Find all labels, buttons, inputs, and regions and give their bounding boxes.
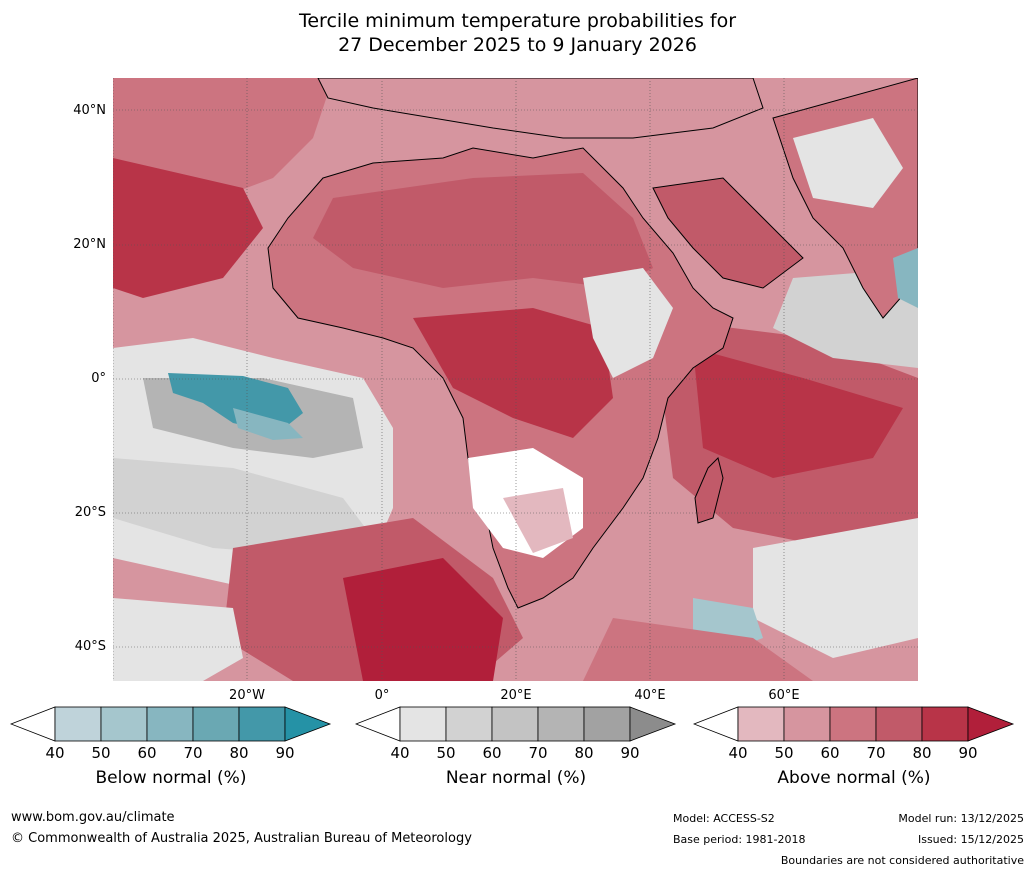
central-africa-core <box>413 308 613 438</box>
lat-label-40n: 40°N <box>73 103 106 118</box>
colorbar-below-normal-bin-4 <box>192 706 240 742</box>
lat-label-20n: 20°N <box>73 237 106 252</box>
footer-copyright: © Commonwealth of Australia 2025, Austra… <box>11 831 472 846</box>
colorbar-label-above-normal: Above normal (%) <box>777 768 931 788</box>
south-atlantic-core <box>343 558 503 681</box>
footer-disclaimer: Boundaries are not considered authoritat… <box>780 854 1024 867</box>
colorbar-above-normal-low-extend <box>693 706 739 742</box>
colorbar-below-normal-high-extend <box>284 706 332 742</box>
lon-label-20e: 20°E <box>500 688 532 703</box>
arabia-land <box>652 177 804 289</box>
colorbar-near-normal-tick-90: 90 <box>620 744 640 762</box>
colorbar-below-normal-bin-2 <box>100 706 148 742</box>
central-asia-near-normal <box>793 118 903 208</box>
footer-website: www.bom.gov.au/climate <box>11 810 175 825</box>
colorbar-below-normal-bin-1 <box>54 706 102 742</box>
footer-base-period: Base period: 1981-2018 <box>673 833 806 846</box>
tercile-probability-map <box>113 78 918 681</box>
footer-issued: Issued: 15/12/2025 <box>917 833 1024 846</box>
southern-indian-warm <box>583 618 813 681</box>
colorbar-above-normal-high-extend <box>967 706 1015 742</box>
colorbar-above-normal-tick-90: 90 <box>958 744 978 762</box>
colorbar-near-normal-high-extend <box>629 706 677 742</box>
lon-label-20w: 20°W <box>229 688 265 703</box>
colorbar-below-normal-bin-3 <box>146 706 194 742</box>
lat-label-0: 0° <box>91 371 106 386</box>
colorbar-below-normal-tick-60: 60 <box>137 744 157 762</box>
colorbar-near-normal-bin-3 <box>491 706 539 742</box>
colorbar-near-normal <box>355 706 677 742</box>
southern-africa-light <box>503 488 573 553</box>
colorbar-near-normal-tick-80: 80 <box>574 744 594 762</box>
map-title-line-1: Tercile minimum temperature probabilitie… <box>298 10 737 32</box>
colorbar-above-normal-tick-40: 40 <box>728 744 748 762</box>
colorbar-label-near-normal: Near normal (%) <box>445 768 587 788</box>
colorbar-above-normal-tick-70: 70 <box>866 744 886 762</box>
colorbar-near-normal-tick-60: 60 <box>482 744 502 762</box>
graticule <box>113 78 918 681</box>
colorbar-below-normal-tick-40: 40 <box>45 744 65 762</box>
lon-label-0: 0° <box>374 688 390 703</box>
colorbar-near-normal-bin-4 <box>537 706 585 742</box>
below-normal-ring <box>233 408 303 440</box>
colorbar-above-normal <box>693 706 1015 742</box>
colorbar-below-normal-tick-50: 50 <box>91 744 111 762</box>
india-below-normal <box>893 248 918 308</box>
southern-indian-near-normal <box>753 518 918 658</box>
footer-model-run: Model run: 13/12/2025 <box>898 812 1024 825</box>
colorbar-above-normal-bin-3 <box>829 706 877 742</box>
colorbar-above-normal-tick-80: 80 <box>912 744 932 762</box>
north-atlantic-core <box>113 158 263 298</box>
colorbar-below-normal <box>10 706 332 742</box>
footer-model: Model: ACCESS-S2 <box>673 812 775 825</box>
colorbar-above-normal-tick-50: 50 <box>774 744 794 762</box>
lon-label-60e: 60°E <box>768 688 800 703</box>
colorbar-near-normal-tick-70: 70 <box>528 744 548 762</box>
colorbar-above-normal-bin-5 <box>921 706 969 742</box>
colorbar-above-normal-tick-60: 60 <box>820 744 840 762</box>
europe-land <box>317 78 764 139</box>
sahara-core <box>313 173 653 288</box>
colorbar-below-normal-tick-70: 70 <box>183 744 203 762</box>
map-title-line-2: 27 December 2025 to 9 January 2026 <box>338 34 697 56</box>
madagascar-land <box>694 457 724 524</box>
colorbar-near-normal-bin-2 <box>445 706 493 742</box>
colorbar-below-normal-bin-5 <box>238 706 286 742</box>
colorbar-above-normal-bin-1 <box>737 706 785 742</box>
lat-label-40s: 40°S <box>74 639 106 654</box>
colorbar-below-normal-tick-90: 90 <box>275 744 295 762</box>
mid-atlantic-light <box>113 458 373 558</box>
east-africa-near-normal <box>583 268 673 378</box>
colorbar-near-normal-bin-1 <box>399 706 447 742</box>
colorbar-near-normal-bin-5 <box>583 706 631 742</box>
colorbar-near-normal-tick-50: 50 <box>436 744 456 762</box>
colorbar-label-below-normal: Below normal (%) <box>95 768 247 788</box>
colorbar-below-normal-low-extend <box>10 706 56 742</box>
lon-label-40e: 40°E <box>634 688 666 703</box>
southwest-near-normal <box>113 598 243 681</box>
indian-ocean-core <box>693 348 903 478</box>
colorbar-above-normal-bin-2 <box>783 706 831 742</box>
colorbar-above-normal-bin-4 <box>875 706 923 742</box>
lat-label-20s: 20°S <box>74 505 106 520</box>
colorbar-below-normal-tick-80: 80 <box>229 744 249 762</box>
colorbar-near-normal-tick-40: 40 <box>390 744 410 762</box>
colorbar-near-normal-low-extend <box>355 706 401 742</box>
